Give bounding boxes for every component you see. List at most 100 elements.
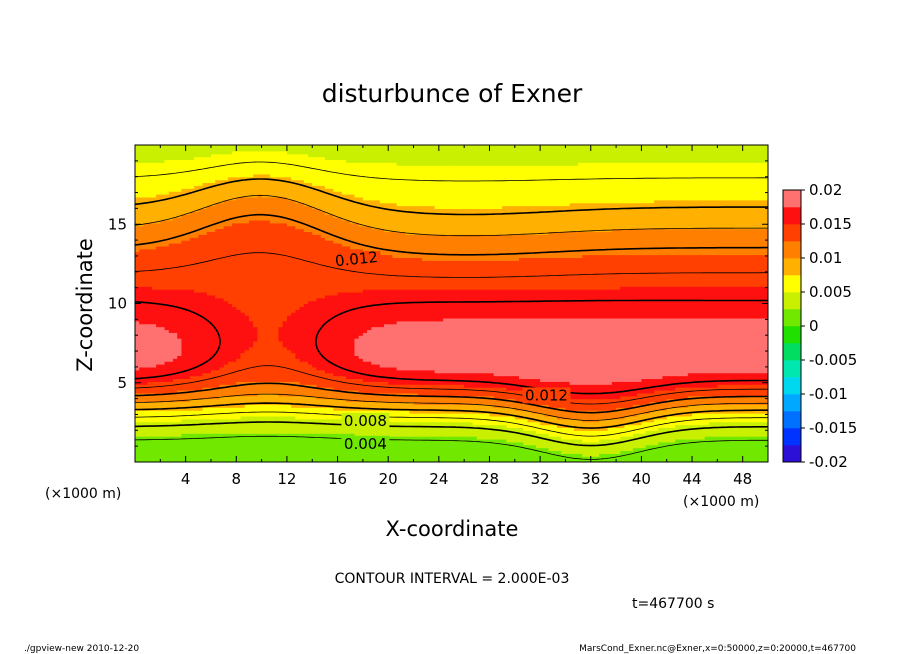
field-cell bbox=[497, 404, 503, 408]
field-cell bbox=[350, 427, 356, 431]
field-cell bbox=[459, 410, 465, 414]
field-cell bbox=[675, 436, 680, 440]
field-cell bbox=[670, 433, 676, 437]
field-cell bbox=[308, 430, 313, 434]
field-cell bbox=[164, 430, 170, 434]
field-cell bbox=[350, 453, 356, 457]
field-cell bbox=[261, 441, 267, 446]
field-cell bbox=[417, 433, 423, 437]
field-cell bbox=[308, 410, 313, 414]
field-cell bbox=[324, 456, 330, 460]
field-cell bbox=[531, 404, 537, 408]
field-cell bbox=[316, 450, 322, 454]
field-cell bbox=[417, 453, 423, 457]
field-cell bbox=[455, 453, 461, 457]
field-cell bbox=[497, 436, 503, 440]
field-cell bbox=[194, 441, 199, 446]
field-cell bbox=[282, 433, 288, 437]
field-cell bbox=[730, 410, 735, 414]
field-cell bbox=[472, 424, 478, 429]
field-cell bbox=[455, 433, 461, 437]
field-cell bbox=[451, 433, 457, 437]
field-cell bbox=[573, 413, 579, 417]
field-cell bbox=[181, 433, 187, 437]
field-cell bbox=[426, 456, 431, 460]
field-cell bbox=[219, 418, 225, 423]
field-cell bbox=[164, 427, 170, 431]
field-cell bbox=[375, 450, 381, 454]
field-cell bbox=[763, 447, 768, 452]
field-cell bbox=[295, 430, 301, 434]
field-cell bbox=[519, 459, 524, 462]
field-cell bbox=[282, 413, 288, 417]
field-cell bbox=[670, 407, 676, 411]
field-cell bbox=[147, 404, 153, 408]
field-cell bbox=[392, 438, 398, 443]
field-cell bbox=[383, 430, 389, 434]
field-cell bbox=[730, 430, 735, 434]
field-cell bbox=[189, 424, 195, 429]
field-cell bbox=[270, 459, 275, 462]
field-cell bbox=[755, 407, 761, 411]
field-cell bbox=[172, 456, 178, 460]
field-cell bbox=[565, 415, 571, 420]
field-cell bbox=[637, 407, 642, 411]
field-cell bbox=[379, 456, 385, 460]
field-cell bbox=[324, 424, 330, 429]
field-cell bbox=[278, 433, 284, 437]
field-cell bbox=[278, 453, 284, 457]
field-cell bbox=[447, 433, 453, 437]
field-cell bbox=[147, 427, 153, 431]
field-cell bbox=[362, 410, 368, 414]
field-cell bbox=[227, 441, 233, 446]
field-cell bbox=[607, 418, 613, 423]
field-cell bbox=[599, 433, 605, 437]
field-cell bbox=[417, 459, 423, 462]
field-cell bbox=[666, 415, 672, 420]
field-cell bbox=[552, 436, 558, 440]
field-cell bbox=[645, 427, 651, 431]
field-cell bbox=[447, 456, 453, 460]
field-cell bbox=[219, 407, 225, 411]
field-cell bbox=[227, 401, 233, 405]
field-cell bbox=[396, 450, 402, 454]
field-cell bbox=[210, 453, 216, 457]
field-cell bbox=[670, 424, 676, 429]
field-cell bbox=[312, 410, 318, 414]
field-cell bbox=[210, 450, 216, 454]
field-cell bbox=[708, 407, 714, 411]
field-cell bbox=[459, 430, 465, 434]
field-cell bbox=[354, 456, 360, 460]
field-cell bbox=[552, 447, 558, 452]
field-cell bbox=[730, 441, 735, 446]
field-cell bbox=[734, 436, 740, 440]
field-cell bbox=[295, 438, 301, 443]
field-cell bbox=[514, 441, 520, 446]
field-cell bbox=[270, 427, 275, 431]
field-cell bbox=[223, 436, 229, 440]
field-cell bbox=[620, 436, 626, 440]
field-cell bbox=[143, 418, 149, 423]
field-cell bbox=[675, 424, 680, 429]
field-cell bbox=[413, 430, 419, 434]
field-cell bbox=[265, 427, 271, 431]
field-cell bbox=[514, 401, 520, 405]
field-cell bbox=[459, 459, 465, 462]
field-cell bbox=[286, 430, 292, 434]
field-cell bbox=[514, 436, 520, 440]
field-cell bbox=[696, 453, 702, 457]
field-cell bbox=[282, 447, 288, 452]
field-cell bbox=[438, 427, 444, 431]
field-cell bbox=[616, 415, 621, 420]
field-cell bbox=[649, 421, 655, 426]
field-cell bbox=[139, 447, 145, 452]
field-cell bbox=[299, 424, 305, 429]
field-cell bbox=[261, 407, 267, 411]
field-cell bbox=[759, 436, 765, 440]
field-cell bbox=[291, 441, 296, 446]
field-cell bbox=[400, 444, 406, 449]
field-cell bbox=[628, 447, 634, 452]
field-cell bbox=[519, 407, 524, 411]
field-cell bbox=[303, 424, 309, 429]
field-cell bbox=[156, 459, 161, 462]
